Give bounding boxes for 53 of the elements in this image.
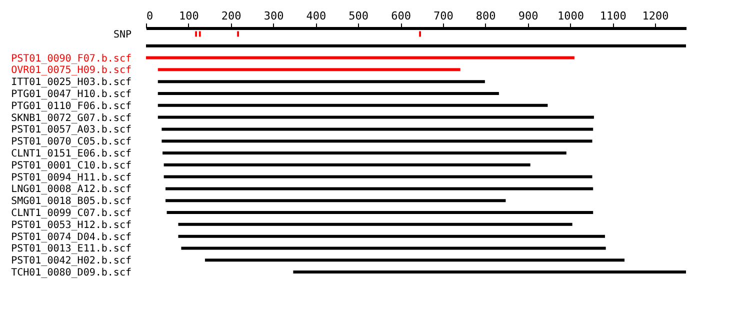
y-tick-label: ITT01_0025_H03.b.scf bbox=[11, 77, 132, 88]
y-tick-label: PST01_0070_C05.b.scf bbox=[11, 136, 132, 148]
bar bbox=[166, 211, 594, 214]
x-tick-label: 900 bbox=[518, 10, 538, 22]
x-tick-label: 700 bbox=[434, 10, 454, 22]
bar bbox=[164, 175, 592, 178]
x-tick-label: 200 bbox=[221, 10, 242, 22]
y-tick-label: PST01_0074_D04.b.scf bbox=[11, 232, 132, 243]
y-tick-label: SNP bbox=[113, 29, 132, 40]
bar bbox=[178, 222, 572, 226]
bar bbox=[293, 270, 686, 274]
bar bbox=[162, 128, 594, 131]
y-tick-label: PST01_0057_A03.b.scf bbox=[11, 124, 132, 136]
bar bbox=[162, 140, 592, 143]
y-tick-label: CLNT1_0099_C07.b.scf bbox=[11, 208, 132, 220]
x-tick-label: 1000 bbox=[557, 10, 584, 22]
x-tick-label: 0 bbox=[146, 10, 154, 22]
x-tick-label: 300 bbox=[264, 10, 284, 22]
y-tick-label: PTG01_0047_H10.b.scf bbox=[11, 88, 132, 100]
bar bbox=[146, 56, 574, 60]
x-tick-label: 500 bbox=[348, 10, 369, 22]
y-tick-label: TCH01_0080_D09.b.scf bbox=[11, 268, 132, 279]
y-tick-label: PST01_0053_H12.b.scf bbox=[11, 220, 132, 231]
bar bbox=[158, 68, 460, 72]
bar bbox=[181, 246, 606, 250]
y-tick-label: PST01_0042_H02.b.scf bbox=[11, 256, 132, 267]
bar bbox=[158, 116, 594, 119]
bar bbox=[164, 163, 530, 166]
bar bbox=[204, 258, 624, 262]
y-tick-label: PST01_0090_F07.b.scf bbox=[11, 53, 132, 64]
x-tick-label: 100 bbox=[178, 10, 199, 22]
bar bbox=[162, 152, 566, 154]
x-tick-label: 1200 bbox=[642, 10, 669, 22]
bar bbox=[178, 234, 605, 238]
y-tick-label: OVR01_0075_H09.b.scf bbox=[11, 65, 132, 76]
bar bbox=[166, 187, 594, 190]
bar bbox=[158, 92, 499, 95]
y-tick-label: SKNB1_0072_G07.b.scf bbox=[11, 112, 132, 124]
bar bbox=[158, 80, 485, 84]
y-tick-label: PST01_0013_E11.b.scf bbox=[11, 244, 132, 255]
y-tick-label: LNG01_0008_A12.b.scf bbox=[11, 184, 132, 196]
y-tick-label: CLNT1_0151_E06.b.scf bbox=[11, 148, 132, 160]
bar bbox=[158, 104, 548, 107]
y-tick-label: PST01_0094_H11.b.scf bbox=[11, 172, 132, 184]
bar bbox=[166, 199, 506, 202]
x-tick-label: 400 bbox=[306, 10, 326, 22]
x-tick-label: 1100 bbox=[600, 10, 626, 22]
x-tick-label: 600 bbox=[391, 10, 411, 22]
y-tick-label: PTG01_0110_F06.b.scf bbox=[11, 100, 132, 112]
y-tick-label: SMG01_0018_B05.b.scf bbox=[11, 196, 132, 208]
x-tick-label: 800 bbox=[476, 10, 496, 22]
y-tick-label: PST01_0001_C10.b.scf bbox=[11, 160, 132, 172]
bar bbox=[146, 44, 686, 48]
